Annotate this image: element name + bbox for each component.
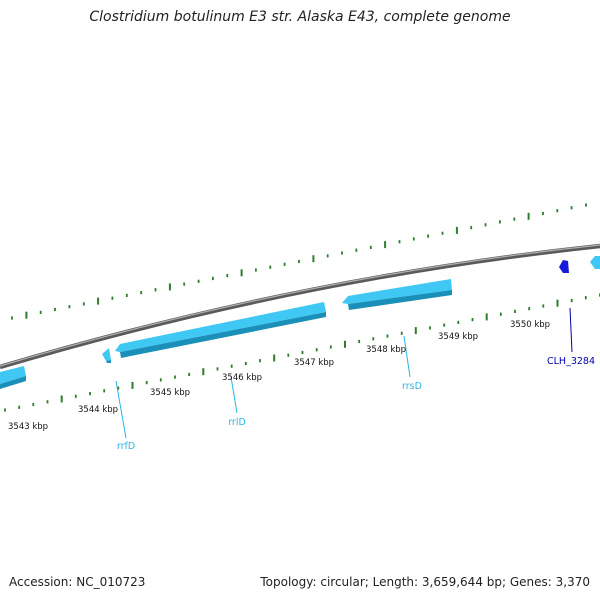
rrfD-leader bbox=[115, 380, 127, 439]
gene-label-rrfD: rrfD bbox=[117, 441, 135, 452]
rrlD-gene[interactable] bbox=[115, 302, 326, 358]
inner-tick-ring bbox=[4, 293, 600, 412]
rrfD-gene[interactable] bbox=[102, 348, 111, 363]
tick-label-3548: 3548 kbp bbox=[366, 345, 406, 355]
tick-label-3543: 3543 kbp bbox=[8, 422, 48, 432]
gene-label-rrsD: rrsD bbox=[402, 381, 422, 392]
tick-label-3547: 3547 kbp bbox=[294, 358, 334, 368]
tick-label-3549: 3549 kbp bbox=[438, 332, 478, 342]
rrsD-gene[interactable] bbox=[342, 279, 452, 310]
genome-summary-text: Topology: circular; Length: 3,659,644 bp… bbox=[260, 575, 590, 589]
rrna-feature-partial[interactable] bbox=[0, 366, 26, 389]
genome-backbone bbox=[0, 243, 600, 370]
outer-tick-ring bbox=[11, 203, 587, 320]
CLH_3284-gene[interactable] bbox=[559, 260, 569, 273]
CLH_3284-leader bbox=[569, 307, 573, 353]
map-title: Clostridium botulinum E3 str. Alaska E43… bbox=[89, 9, 511, 25]
accession-text: Accession: NC_010723 bbox=[9, 575, 146, 589]
rrlD-leader bbox=[230, 376, 238, 414]
gene-label-rrlD: rrlD bbox=[228, 417, 246, 428]
tick-label-3545: 3545 kbp bbox=[150, 388, 190, 398]
tick-label-3550: 3550 kbp bbox=[510, 320, 550, 330]
tick-label-3544: 3544 kbp bbox=[78, 405, 118, 415]
tick-label-3546: 3546 kbp bbox=[222, 373, 262, 383]
gene-label-CLH_3284: CLH_3284 bbox=[547, 356, 595, 367]
rrna-feature-right-partial[interactable] bbox=[590, 256, 600, 269]
rrsD-leader bbox=[403, 335, 411, 378]
